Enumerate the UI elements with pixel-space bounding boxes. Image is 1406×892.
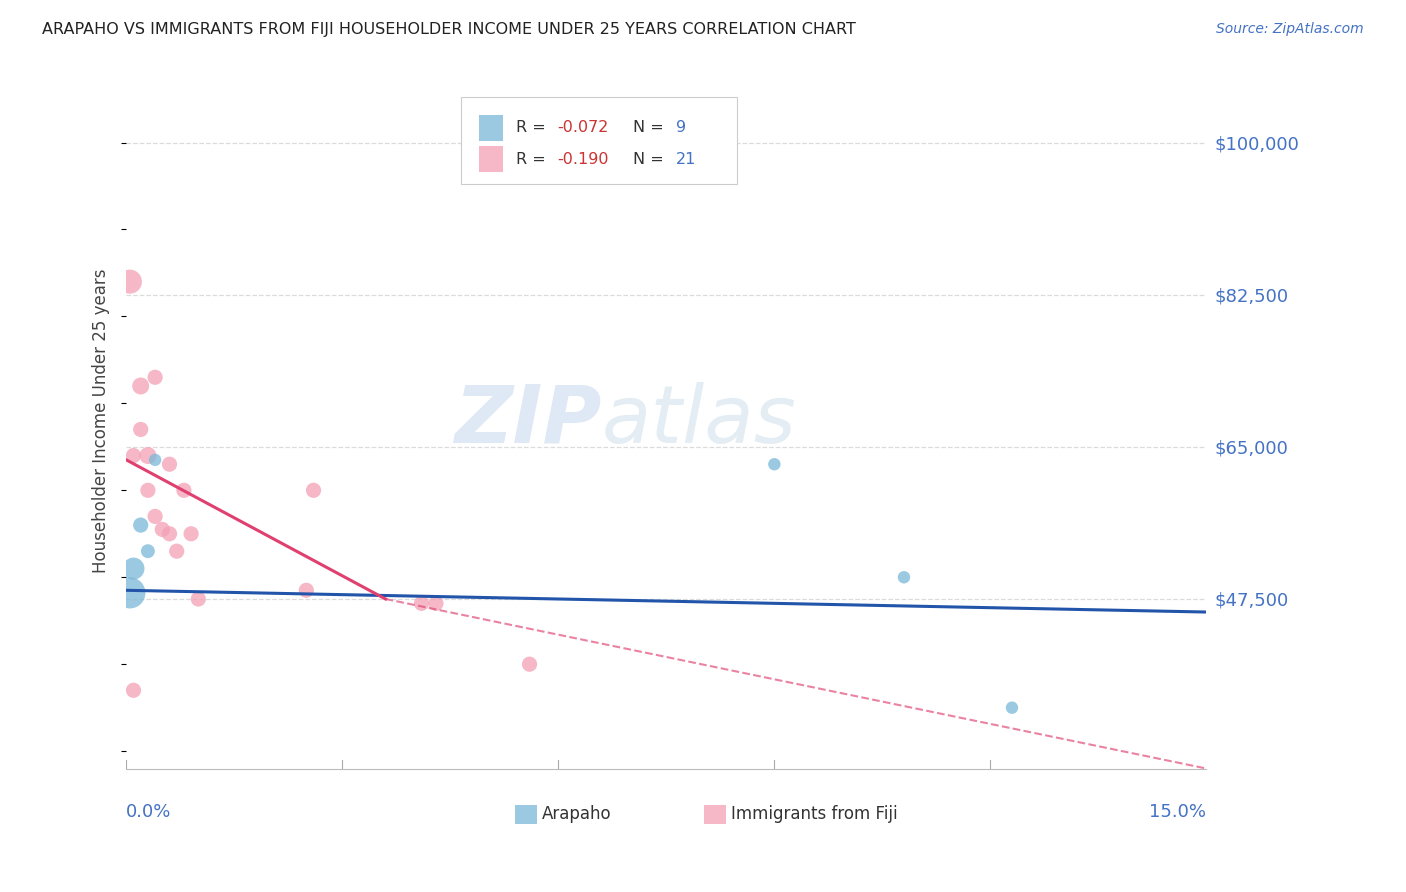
Point (173, 483, 195, 498)
Point (411, 596, 433, 610)
Text: 15.0%: 15.0% (1149, 804, 1206, 822)
Point (187, 592, 209, 607)
Point (1001, 700, 1024, 714)
Point (159, 457, 181, 471)
Text: Source: ZipAtlas.com: Source: ZipAtlas.com (1216, 22, 1364, 37)
Point (129, 422, 152, 436)
Point (143, 509, 166, 524)
Point (893, 570, 915, 584)
Point (122, 449, 145, 463)
Point (129, 379, 152, 393)
Point (512, 783, 534, 797)
Point (519, 657, 541, 672)
Point (180, 526, 202, 541)
Point (150, 523, 173, 537)
Point (143, 453, 166, 467)
Y-axis label: Householder Income Under 25 years: Householder Income Under 25 years (93, 268, 110, 573)
Text: -0.072: -0.072 (557, 120, 609, 136)
Point (159, 526, 181, 541)
Text: N =: N = (633, 152, 669, 167)
Text: -0.190: -0.190 (557, 152, 609, 167)
Point (763, 457, 786, 471)
Text: ARAPAHO VS IMMIGRANTS FROM FIJI HOUSEHOLDER INCOME UNDER 25 YEARS CORRELATION CH: ARAPAHO VS IMMIGRANTS FROM FIJI HOUSEHOL… (42, 22, 856, 37)
Point (166, 544, 188, 558)
Text: R =: R = (516, 152, 551, 167)
Point (143, 370, 166, 384)
FancyBboxPatch shape (461, 97, 737, 185)
Point (118, 275, 141, 289)
FancyBboxPatch shape (515, 805, 537, 824)
Text: Arapaho: Arapaho (543, 805, 612, 823)
Text: 21: 21 (676, 152, 696, 167)
Point (136, 449, 159, 463)
FancyBboxPatch shape (479, 146, 503, 172)
Point (136, 544, 159, 558)
Point (425, 596, 447, 610)
Point (122, 561, 145, 575)
Text: R =: R = (516, 120, 551, 136)
FancyBboxPatch shape (479, 115, 503, 141)
Point (122, 683, 145, 698)
FancyBboxPatch shape (704, 805, 725, 824)
Point (129, 518, 152, 533)
Point (136, 483, 159, 498)
Text: ZIP: ZIP (454, 382, 602, 459)
Text: 9: 9 (676, 120, 686, 136)
Point (295, 583, 318, 598)
Text: 0.0%: 0.0% (127, 804, 172, 822)
Text: Immigrants from Fiji: Immigrants from Fiji (731, 805, 898, 823)
Text: atlas: atlas (602, 382, 796, 459)
Point (302, 483, 325, 498)
Point (118, 586, 141, 600)
Text: N =: N = (633, 120, 669, 136)
